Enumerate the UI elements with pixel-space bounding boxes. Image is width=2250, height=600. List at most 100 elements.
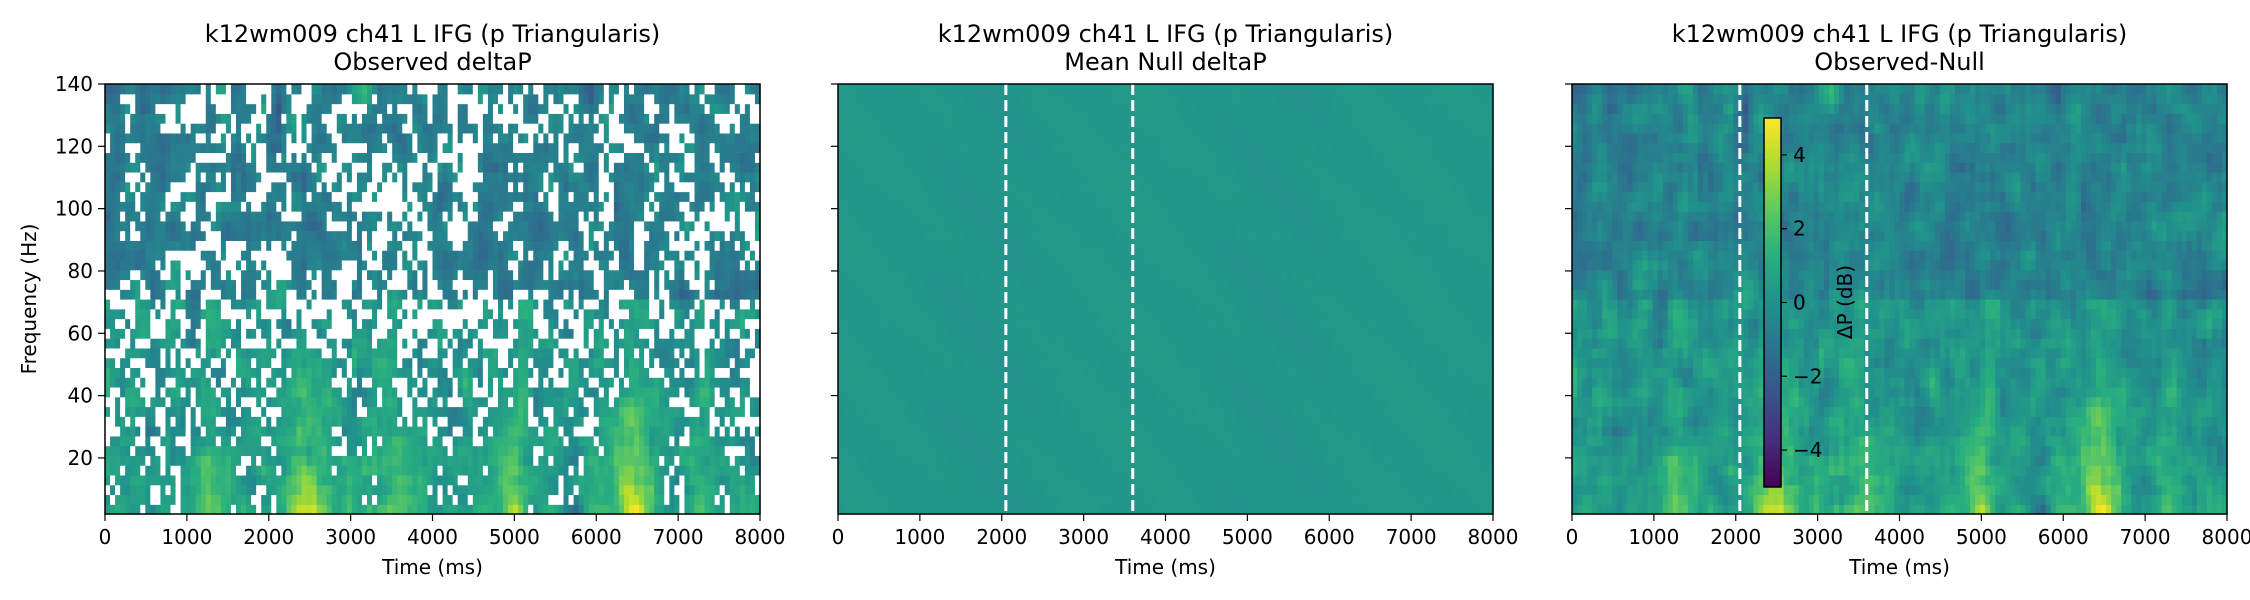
heatmap-cell	[135, 475, 141, 485]
heatmap-cell	[226, 407, 232, 417]
heatmap-cell	[609, 260, 615, 270]
heatmap-cell	[433, 465, 439, 475]
heatmap-cell	[327, 494, 333, 504]
heatmap-cell	[417, 289, 423, 299]
heatmap-cell	[422, 436, 428, 446]
heatmap-cell	[438, 201, 444, 211]
heatmap-cell	[478, 250, 484, 260]
heatmap-cell	[553, 192, 559, 202]
heatmap-cell	[176, 358, 182, 368]
heatmap-cell	[493, 367, 499, 377]
heatmap-cell	[513, 387, 519, 397]
heatmap-cell	[397, 494, 403, 504]
heatmap-cell	[286, 231, 292, 241]
heatmap-cell	[443, 387, 449, 397]
heatmap-cell	[619, 446, 625, 456]
heatmap-cell	[221, 299, 227, 309]
heatmap-cell	[115, 319, 121, 329]
heatmap-cell	[307, 260, 313, 270]
heatmap-cell	[649, 465, 655, 475]
heatmap-cell	[433, 397, 439, 407]
heatmap-cell	[478, 221, 484, 231]
heatmap-cell	[155, 426, 161, 436]
heatmap-cell	[251, 231, 257, 241]
heatmap-cell	[342, 367, 348, 377]
heatmap-cell	[241, 152, 247, 162]
heatmap-cell	[579, 494, 585, 504]
heatmap-cell	[453, 377, 459, 387]
heatmap-cell	[599, 407, 605, 417]
heatmap-cell	[120, 221, 126, 231]
heatmap-cell	[246, 240, 252, 250]
heatmap-cell	[312, 231, 318, 241]
heatmap-cell	[226, 240, 232, 250]
heatmap-cell	[720, 475, 726, 485]
heatmap-cell	[594, 436, 600, 446]
heatmap-cell	[654, 211, 660, 221]
heatmap-cell	[689, 221, 695, 231]
heatmap-cell	[639, 436, 645, 446]
heatmap-cell	[322, 358, 328, 368]
heatmap-cell	[160, 416, 166, 426]
heatmap-cell	[644, 407, 650, 417]
heatmap-cell	[327, 260, 333, 270]
heatmap-cell	[312, 279, 318, 289]
heatmap-cell	[332, 387, 338, 397]
heatmap-cell	[115, 231, 121, 241]
heatmap-cell	[261, 143, 267, 153]
heatmap-cell	[458, 455, 464, 465]
heatmap-cell	[513, 358, 519, 368]
heatmap-cell	[558, 279, 564, 289]
heatmap-cell	[352, 455, 358, 465]
heatmap-cell	[750, 328, 756, 338]
heatmap-cell	[478, 172, 484, 182]
heatmap-cell	[478, 504, 484, 514]
heatmap-cell	[397, 338, 403, 348]
heatmap-cell	[140, 338, 146, 348]
heatmap-cell	[705, 250, 711, 260]
heatmap-cell	[443, 279, 449, 289]
heatmap-cell	[684, 407, 690, 417]
heatmap-cell	[392, 416, 398, 426]
heatmap-cell	[453, 192, 459, 202]
heatmap-cell	[604, 436, 610, 446]
heatmap-cell	[246, 387, 252, 397]
heatmap-cell	[302, 240, 308, 250]
heatmap-cell	[105, 309, 111, 319]
heatmap-cell	[176, 465, 182, 475]
heatmap-cell	[558, 143, 564, 153]
heatmap-cell	[599, 387, 605, 397]
heatmap-cell	[322, 465, 328, 475]
heatmap-cell	[236, 377, 242, 387]
heatmap-cell	[160, 133, 166, 143]
heatmap-cell	[478, 231, 484, 241]
heatmap-cell	[377, 250, 383, 260]
heatmap-cell	[705, 289, 711, 299]
heatmap-cell	[725, 338, 731, 348]
heatmap-cell	[201, 309, 207, 319]
heatmap-cell	[528, 240, 534, 250]
heatmap-cell	[271, 426, 277, 436]
heatmap-cell	[201, 465, 207, 475]
heatmap-cell	[674, 201, 680, 211]
heatmap-cell	[135, 260, 141, 270]
heatmap-cell	[135, 162, 141, 172]
heatmap-cell	[226, 143, 232, 153]
heatmap-cell	[720, 387, 726, 397]
heatmap-cell	[523, 446, 529, 456]
heatmap-cell	[412, 504, 418, 514]
heatmap-cell	[548, 289, 554, 299]
heatmap-cell	[634, 387, 640, 397]
heatmap-cell	[604, 377, 610, 387]
heatmap-cell	[362, 338, 368, 348]
heatmap-cell	[735, 231, 741, 241]
heatmap-cell	[609, 309, 615, 319]
heatmap-cell	[528, 358, 534, 368]
heatmap-cell	[720, 338, 726, 348]
heatmap-cell	[196, 289, 202, 299]
heatmap-cell	[695, 221, 701, 231]
heatmap-cell	[740, 504, 746, 514]
heatmap-cell	[679, 211, 685, 221]
heatmap-cell	[725, 221, 731, 231]
heatmap-cell	[302, 299, 308, 309]
